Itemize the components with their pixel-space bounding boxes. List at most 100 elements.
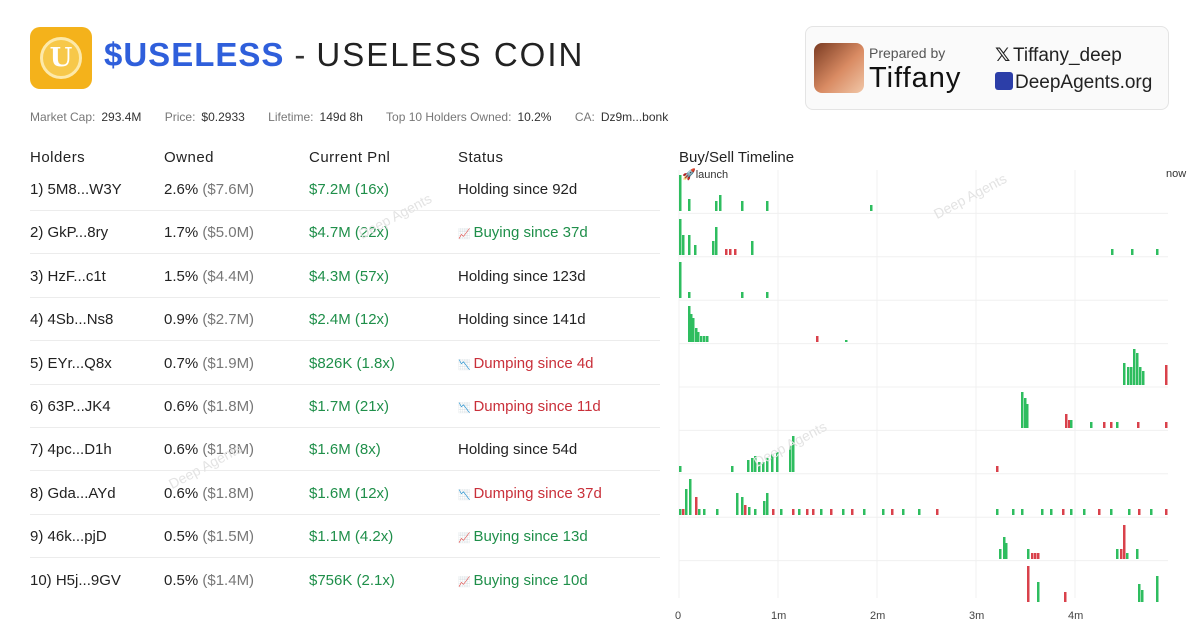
row-divider bbox=[30, 514, 660, 515]
owned-usd: ($1.8M) bbox=[202, 441, 255, 458]
sell-bar bbox=[792, 509, 795, 515]
owned-percent: 0.6% bbox=[164, 485, 199, 502]
prepared-by-label: Prepared by bbox=[869, 45, 946, 61]
table-row[interactable]: 4) 4Sb...Ns8 0.9% ($2.7M) $2.4M (12x) Holdi… bbox=[30, 311, 650, 354]
owned-cell: 1.7% ($5.0M) bbox=[164, 224, 254, 241]
buy-bar bbox=[679, 509, 682, 515]
holder-address[interactable]: 10) H5j...9GV bbox=[30, 572, 121, 589]
holder-address[interactable]: 4) 4Sb...Ns8 bbox=[30, 311, 114, 328]
buy-bar bbox=[845, 340, 848, 342]
buy-bar bbox=[999, 549, 1002, 559]
owned-percent: 1.5% bbox=[164, 268, 199, 285]
stat-value: 149d 8h bbox=[319, 110, 363, 124]
status-text: Holding since 141d bbox=[458, 311, 586, 328]
holder-address[interactable]: 1) 5M8...W3Y bbox=[30, 181, 122, 198]
status-cell: 📉 Dumping since 11d bbox=[458, 398, 601, 415]
buy-bar bbox=[1003, 537, 1006, 559]
stat-value: Dz9m...bonk bbox=[600, 110, 669, 124]
sell-bar bbox=[725, 249, 728, 255]
col-header-owned: Owned bbox=[164, 149, 215, 166]
table-row[interactable]: 1) 5M8...W3Y 2.6% ($7.6M) $7.2M (16x) Holdi… bbox=[30, 181, 650, 224]
current-pnl: $4.7M (22x) bbox=[309, 224, 390, 241]
holder-address[interactable]: 5) EYr...Q8x bbox=[30, 355, 112, 372]
holder-address[interactable]: 7) 4pc...D1h bbox=[30, 441, 112, 458]
col-header-pnl: Current Pnl bbox=[309, 149, 391, 166]
table-row[interactable]: 9) 46k...pjD 0.5% ($1.5M) $1.1M (4.2x) 📈 Buy… bbox=[30, 528, 650, 571]
sell-bar bbox=[1165, 509, 1168, 515]
buy-bar bbox=[762, 462, 765, 472]
sell-bar bbox=[1165, 422, 1168, 428]
buy-bar bbox=[1021, 392, 1024, 428]
site-link[interactable]: DeepAgents.org bbox=[995, 72, 1152, 94]
owned-cell: 0.5% ($1.4M) bbox=[164, 572, 254, 589]
buy-bar bbox=[703, 336, 706, 342]
table-row[interactable]: 2) GkP...8ry 1.7% ($5.0M) $4.7M (22x) 📈 Buyi… bbox=[30, 224, 650, 267]
owned-percent: 2.6% bbox=[164, 181, 199, 198]
buy-bar bbox=[1156, 576, 1159, 602]
buy-bar bbox=[870, 205, 873, 211]
owned-percent: 0.5% bbox=[164, 572, 199, 589]
launch-label: 🚀launch bbox=[682, 169, 729, 181]
token-stats-bar: Market Cap: 293.4M Price: $0.2933 Lifetime… bbox=[30, 110, 688, 124]
status-cell: 📈 Buying since 13d bbox=[458, 528, 588, 545]
owned-usd: ($1.9M) bbox=[202, 355, 255, 372]
table-row[interactable]: 5) EYr...Q8x 0.7% ($1.9M) $826K (1.8x) 📉 Dum… bbox=[30, 355, 650, 398]
row-divider bbox=[30, 470, 660, 471]
buy-bar bbox=[758, 462, 761, 472]
sell-bar bbox=[1120, 549, 1123, 559]
x-tick-label: 0 bbox=[675, 610, 682, 622]
buy-bar bbox=[685, 489, 688, 515]
buy-bar bbox=[1123, 363, 1126, 385]
x-handle-link[interactable]: 𝕏 Tiffany_deep bbox=[995, 44, 1122, 67]
holder-address[interactable]: 2) GkP...8ry bbox=[30, 224, 109, 241]
trend-down-icon: 📉 bbox=[458, 490, 471, 501]
owned-usd: ($1.8M) bbox=[202, 398, 255, 415]
sell-bar bbox=[1062, 509, 1065, 515]
table-row[interactable]: 3) HzF...c1t 1.5% ($4.4M) $4.3M (57x) Holdi… bbox=[30, 268, 650, 311]
holder-address[interactable]: 9) 46k...pjD bbox=[30, 528, 107, 545]
buy-bar bbox=[763, 501, 766, 515]
status-cell: 📈 Buying since 10d bbox=[458, 572, 588, 589]
now-label: now bbox=[1166, 168, 1187, 180]
table-row[interactable]: 10) H5j...9GV 0.5% ($1.4M) $756K (2.1x) 📈 Bu… bbox=[30, 572, 650, 615]
buy-bar bbox=[736, 493, 739, 515]
sell-bar bbox=[729, 249, 732, 255]
site-name: DeepAgents.org bbox=[1015, 72, 1153, 93]
buy-bar bbox=[882, 509, 885, 515]
owned-cell: 0.9% ($2.7M) bbox=[164, 311, 254, 328]
buy-bar bbox=[792, 436, 795, 472]
buy-bar bbox=[682, 235, 685, 255]
owned-cell: 2.6% ($7.6M) bbox=[164, 181, 254, 198]
table-row[interactable]: 7) 4pc...D1h 0.6% ($1.8M) $1.6M (8x) Holdin… bbox=[30, 441, 650, 484]
holder-address[interactable]: 3) HzF...c1t bbox=[30, 268, 106, 285]
sell-bar bbox=[1068, 420, 1071, 428]
sell-bar bbox=[1165, 365, 1168, 385]
table-row[interactable]: 6) 63P...JK4 0.6% ($1.8M) $1.7M (21x) 📉 Dump… bbox=[30, 398, 650, 441]
sell-bar bbox=[744, 505, 747, 515]
table-row[interactable]: 8) Gda...AYd 0.6% ($1.8M) $1.6M (12x) 📉 Dump… bbox=[30, 485, 650, 528]
sell-bar bbox=[812, 509, 815, 515]
status-text: Dumping since 11d bbox=[473, 398, 601, 415]
buy-bar bbox=[776, 452, 779, 472]
holder-address[interactable]: 8) Gda...AYd bbox=[30, 485, 116, 502]
coin-name: USELESS COIN bbox=[316, 36, 585, 73]
buy-bar bbox=[695, 328, 698, 342]
buy-bar bbox=[1136, 549, 1139, 559]
col-header-status: Status bbox=[458, 149, 504, 166]
status-text: Holding since 92d bbox=[458, 181, 578, 198]
holder-address[interactable]: 6) 63P...JK4 bbox=[30, 398, 111, 415]
status-text: Dumping since 37d bbox=[473, 485, 602, 502]
current-pnl: $1.1M (4.2x) bbox=[309, 528, 394, 545]
row-divider bbox=[30, 557, 660, 558]
buy-bar bbox=[698, 509, 701, 515]
stat-value: 10.2% bbox=[517, 110, 552, 124]
buy-bar bbox=[690, 314, 693, 342]
current-pnl: $826K (1.8x) bbox=[309, 355, 395, 372]
sell-bar bbox=[1098, 509, 1101, 515]
stat-label: CA: bbox=[574, 110, 595, 124]
status-text: Dumping since 4d bbox=[473, 355, 594, 372]
row-divider bbox=[30, 340, 660, 341]
buy-bar bbox=[918, 509, 921, 515]
buy-bar bbox=[712, 241, 715, 255]
sell-bar bbox=[851, 509, 854, 515]
